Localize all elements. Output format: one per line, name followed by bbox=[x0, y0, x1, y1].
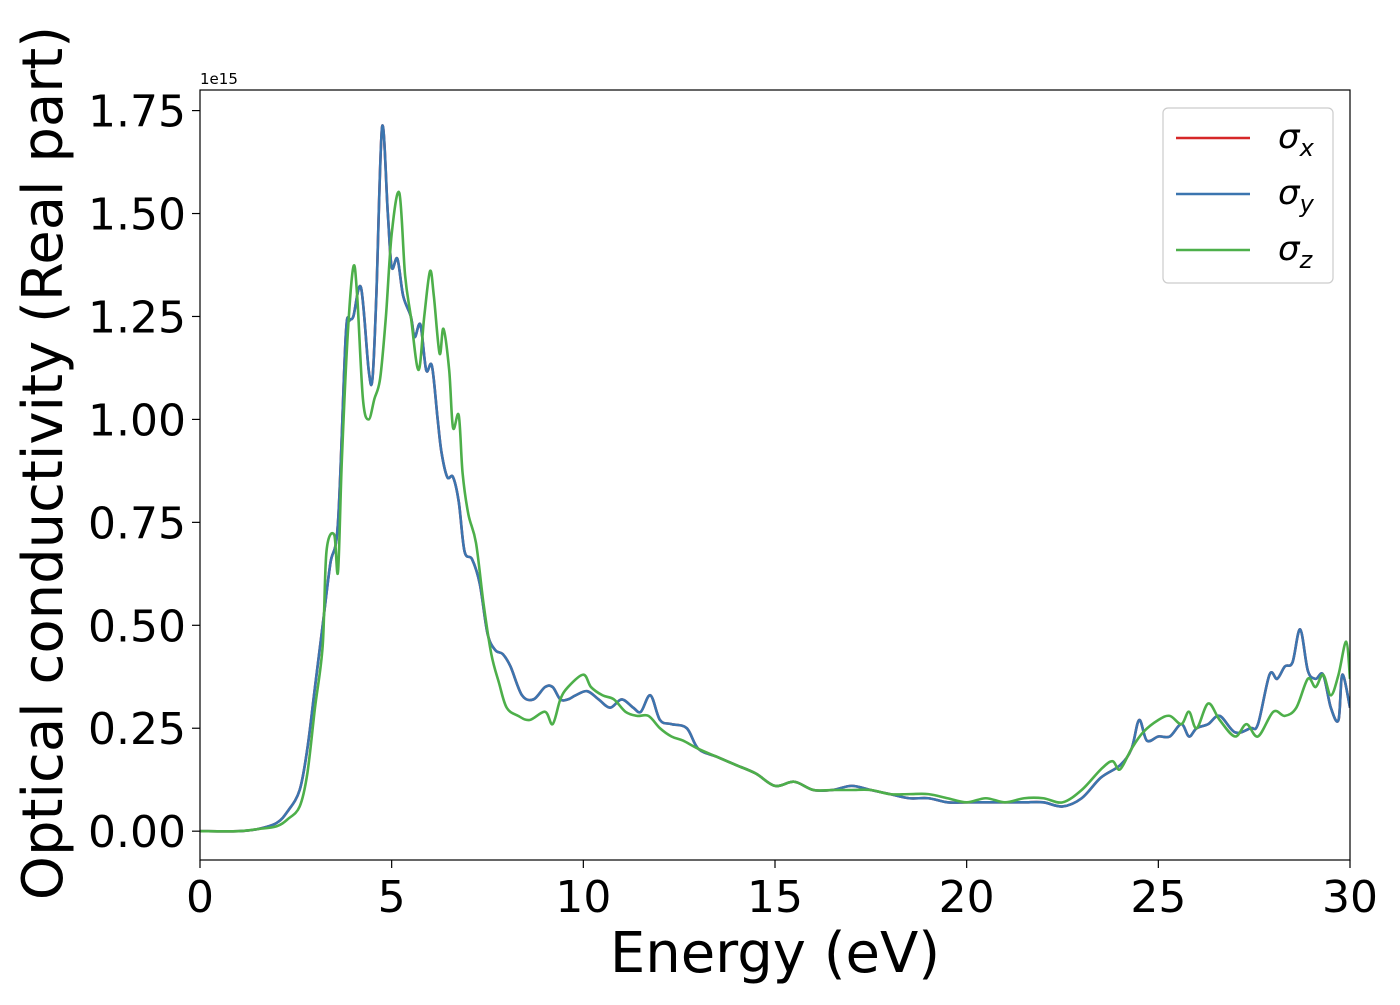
y-tick-label: 1.25 bbox=[88, 292, 186, 343]
x-tick-label: 10 bbox=[555, 872, 611, 923]
x-axis-title: Energy (eV) bbox=[610, 921, 940, 986]
y-tick-label: 0.00 bbox=[88, 807, 186, 858]
series-line-z bbox=[200, 190, 1350, 833]
y-tick-label: 1.75 bbox=[88, 87, 186, 138]
y-tick-label: 1.50 bbox=[88, 190, 186, 241]
y-tick-label: 0.25 bbox=[88, 704, 186, 755]
x-tick-label: 0 bbox=[186, 872, 214, 923]
y-axis-title: Optical conductivity (Real part) bbox=[11, 26, 76, 900]
series-line-y bbox=[200, 124, 1350, 833]
x-axis: 0 5 10 15 20 25 30 bbox=[186, 860, 1378, 923]
y-tick-label: 1.00 bbox=[88, 395, 186, 446]
x-tick-label: 15 bbox=[747, 872, 803, 923]
x-tick-label: 25 bbox=[1130, 872, 1186, 923]
series-layer bbox=[200, 124, 1350, 833]
x-tick-label: 20 bbox=[939, 872, 995, 923]
x-tick-label: 30 bbox=[1322, 872, 1378, 923]
y-axis: 0.00 0.25 0.50 0.75 1.00 1.25 1.50 1.75 bbox=[88, 87, 200, 858]
y-tick-label: 0.50 bbox=[88, 601, 186, 652]
x-tick-label: 5 bbox=[378, 872, 406, 923]
y-tick-label: 0.75 bbox=[88, 498, 186, 549]
legend-box bbox=[1162, 107, 1334, 284]
y-offset-label: 1e15 bbox=[200, 70, 238, 88]
